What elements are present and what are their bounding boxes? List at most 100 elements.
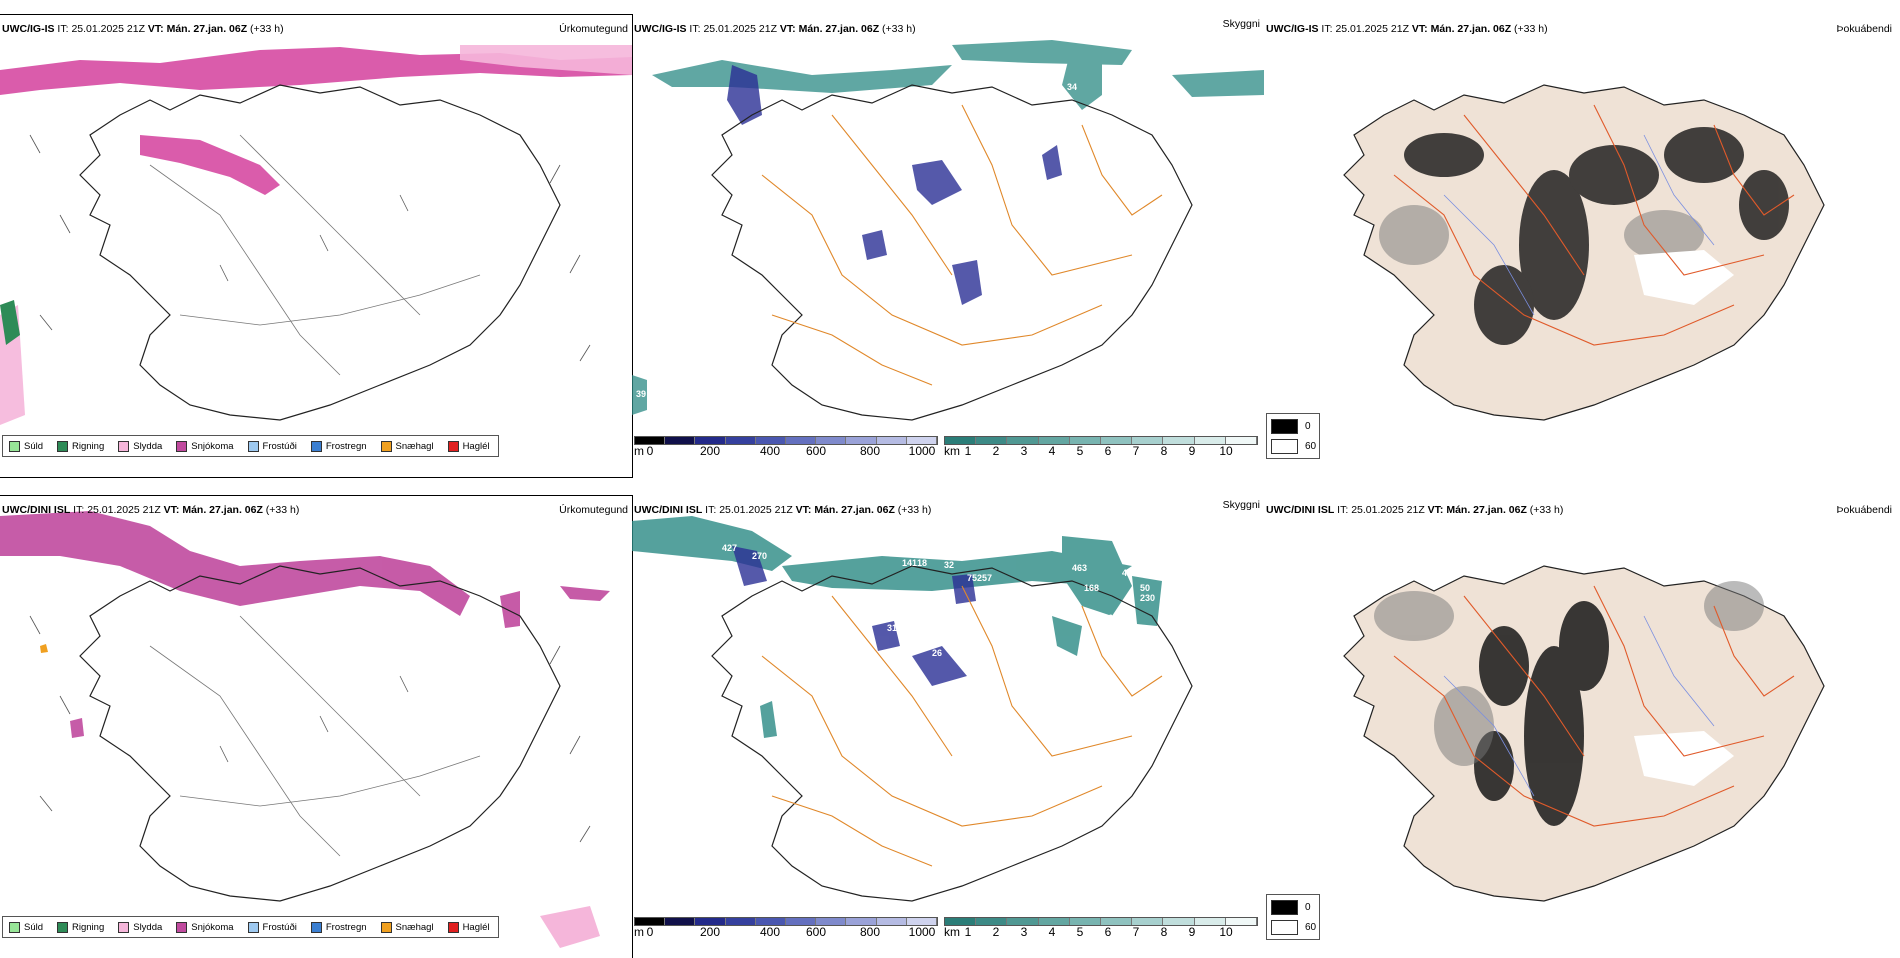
panel-title: UWC/DINI ISL IT: 25.01.2025 21Z VT: Mán.… bbox=[2, 504, 300, 516]
legend-item-snow: Snjókoma bbox=[176, 440, 234, 452]
legend-item-hail: Haglél bbox=[447, 440, 490, 452]
precip-map-top bbox=[0, 45, 632, 425]
colorbar-tick: 200 bbox=[699, 444, 721, 458]
precip-legend: Súld Rigning Slydda Snjókoma Frostúði Fr… bbox=[2, 916, 499, 938]
colorbar-tick: 8 bbox=[1160, 925, 1168, 939]
legend-item-freezing-drizzle: Frostúði bbox=[247, 440, 297, 452]
variable-name: Þokuábendi bbox=[1836, 23, 1892, 35]
legend-item-rain: Rigning bbox=[57, 921, 104, 933]
legend-item-snow: Snjókoma bbox=[176, 921, 234, 933]
svg-text:270: 270 bbox=[752, 551, 767, 561]
colorbar-tick: 0 bbox=[646, 444, 654, 458]
variable-name: Skyggni bbox=[1222, 499, 1260, 511]
colorbar-unit: m bbox=[634, 925, 644, 939]
svg-text:31: 31 bbox=[1092, 127, 1102, 137]
panel-title: UWC/IG-IS IT: 25.01.2025 21Z VT: Mán. 27… bbox=[634, 23, 916, 35]
svg-text:427: 427 bbox=[722, 543, 737, 553]
colorbar-tick: 5 bbox=[1076, 925, 1084, 939]
fog-legend-item: 0 bbox=[1271, 900, 1311, 915]
panel-title: UWC/IG-IS IT: 25.01.2025 21Z VT: Mán. 27… bbox=[1266, 23, 1548, 35]
svg-text:34: 34 bbox=[1067, 82, 1077, 92]
svg-text:556: 556 bbox=[1098, 613, 1113, 623]
svg-text:92: 92 bbox=[767, 89, 777, 99]
visibility-panel-bottom: 427 270 269 141 18 32 75 257 463 168 42 … bbox=[632, 496, 1264, 958]
svg-text:25: 25 bbox=[962, 638, 972, 648]
legend-item-graupel: Snæhagl bbox=[380, 440, 434, 452]
fog-index-panel-top: UWC/IG-IS IT: 25.01.2025 21Z VT: Mán. 27… bbox=[1264, 15, 1896, 477]
precip-map-bottom bbox=[0, 511, 610, 948]
svg-text:28: 28 bbox=[780, 147, 790, 157]
legend-item-freezing-drizzle: Frostúði bbox=[247, 921, 297, 933]
colorbar-tick: 4 bbox=[1048, 444, 1056, 458]
colorbar-tick: 1 bbox=[964, 444, 972, 458]
precip-type-panel-bottom: UWC/DINI ISL IT: 25.01.2025 21Z VT: Mán.… bbox=[0, 495, 633, 958]
colorbar-tick: 1000 bbox=[908, 444, 936, 458]
colorbar-tick: 8 bbox=[1160, 444, 1168, 458]
svg-text:463: 463 bbox=[1072, 563, 1087, 573]
legend-item-hail: Haglél bbox=[447, 921, 490, 933]
svg-text:269: 269 bbox=[772, 573, 787, 583]
colorbar-tick: 600 bbox=[805, 444, 827, 458]
colorbar-tick: 6 bbox=[1104, 444, 1112, 458]
svg-text:18: 18 bbox=[917, 558, 927, 568]
colorbar-tick: 10 bbox=[1219, 925, 1233, 939]
panel-title: UWC/DINI ISL IT: 25.01.2025 21Z VT: Mán.… bbox=[634, 504, 932, 516]
svg-text:50: 50 bbox=[1140, 583, 1150, 593]
fog-map-top bbox=[1343, 84, 1825, 421]
visibility-panel-top: 92 28 08 34 31 38 39 UWC/IG-IS IT: 25.01… bbox=[632, 15, 1264, 477]
svg-text:39: 39 bbox=[636, 389, 646, 399]
colorbar-tick: 2 bbox=[992, 444, 1000, 458]
variable-name: Skyggni bbox=[1222, 18, 1260, 30]
visibility-colorbar: km 1 2 3 4 5 6 7 8 9 10 bbox=[944, 436, 1260, 458]
svg-text:141: 141 bbox=[902, 558, 917, 568]
svg-text:26: 26 bbox=[932, 648, 942, 658]
visibility-map-top: 92 28 08 34 31 38 39 bbox=[632, 40, 1264, 421]
legend-item-rain: Rigning bbox=[57, 440, 104, 452]
fog-map-bottom bbox=[1343, 565, 1825, 902]
svg-text:11: 11 bbox=[707, 694, 717, 704]
panel-title: UWC/IG-IS IT: 25.01.2025 21Z VT: Mán. 27… bbox=[2, 23, 284, 35]
colorbar-tick: 10 bbox=[1219, 444, 1233, 458]
colorbar-tick: 400 bbox=[759, 925, 781, 939]
variable-name: Þokuábendi bbox=[1836, 504, 1892, 516]
colorbar-tick: 3 bbox=[1020, 444, 1028, 458]
visibility-colorbar: km 1 2 3 4 5 6 7 8 9 10 bbox=[944, 917, 1260, 939]
colorbar-tick: 800 bbox=[859, 925, 881, 939]
colorbar-unit: km bbox=[944, 444, 960, 458]
colorbar-tick: 1000 bbox=[908, 925, 936, 939]
visibility-map-bottom: 427 270 269 141 18 32 75 257 463 168 42 … bbox=[632, 516, 1193, 902]
variable-name: Úrkomutegund bbox=[559, 504, 628, 516]
colorbar-tick: 6 bbox=[1104, 925, 1112, 939]
legend-item-freezing-rain: Frostregn bbox=[310, 440, 367, 452]
colorbar-unit: km bbox=[944, 925, 960, 939]
fog-legend-item: 0 bbox=[1271, 419, 1311, 434]
colorbar-tick: 200 bbox=[699, 925, 721, 939]
colorbar-tick: 9 bbox=[1188, 444, 1196, 458]
svg-text:31: 31 bbox=[887, 623, 897, 633]
colorbar-unit: m bbox=[634, 444, 644, 458]
colorbar-tick: 600 bbox=[805, 925, 827, 939]
fog-index-panel-bottom: UWC/DINI ISL IT: 25.01.2025 21Z VT: Mán.… bbox=[1264, 496, 1896, 958]
legend-item-freezing-rain: Frostregn bbox=[310, 921, 367, 933]
precip-legend: Súld Rigning Slydda Snjókoma Frostúði Fr… bbox=[2, 435, 499, 457]
colorbar-tick: 7 bbox=[1132, 925, 1140, 939]
variable-name: Úrkomutegund bbox=[559, 23, 628, 35]
colorbar-tick: 2 bbox=[992, 925, 1000, 939]
colorbar-tick: 400 bbox=[759, 444, 781, 458]
svg-text:168: 168 bbox=[1084, 583, 1099, 593]
legend-item-sleet: Slydda bbox=[118, 921, 162, 933]
legend-item-drizzle: Súld bbox=[9, 440, 43, 452]
legend-item-graupel: Snæhagl bbox=[380, 921, 434, 933]
colorbar-tick: 1 bbox=[964, 925, 972, 939]
colorbar-tick: 5 bbox=[1076, 444, 1084, 458]
colorbar-tick: 4 bbox=[1048, 925, 1056, 939]
svg-text:08: 08 bbox=[792, 157, 802, 167]
cloud-base-colorbar: m 0 200 400 600 800 1000 bbox=[634, 436, 940, 458]
colorbar-tick: 9 bbox=[1188, 925, 1196, 939]
fog-legend-item: 60 bbox=[1271, 920, 1316, 935]
svg-text:230: 230 bbox=[1140, 593, 1155, 603]
svg-text:38: 38 bbox=[1044, 215, 1054, 225]
svg-text:32: 32 bbox=[944, 560, 954, 570]
colorbar-tick: 3 bbox=[1020, 925, 1028, 939]
colorbar-tick: 0 bbox=[646, 925, 654, 939]
